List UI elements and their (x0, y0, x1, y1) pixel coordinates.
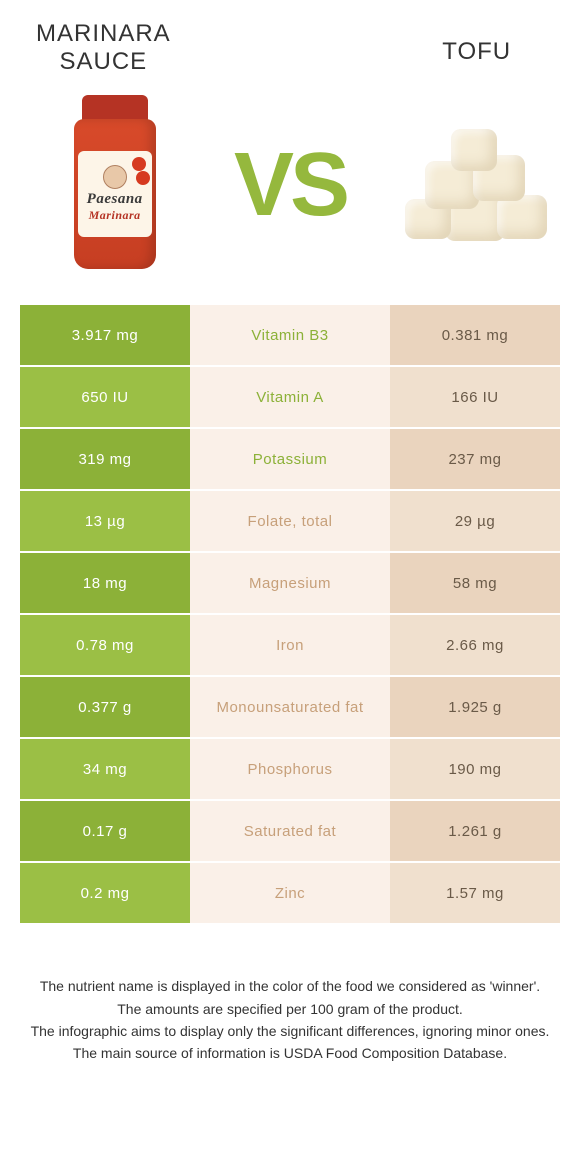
right-value: 58 mg (390, 553, 560, 613)
table-row: 13 µgFolate, total29 µg (20, 491, 560, 551)
jar-brand: Paesana (87, 191, 143, 208)
table-row: 3.917 mgVitamin B30.381 mg (20, 305, 560, 365)
nutrient-name: Magnesium (190, 553, 390, 613)
right-value: 2.66 mg (390, 615, 560, 675)
nutrient-name: Zinc (190, 863, 390, 923)
footer-line-2: The amounts are specified per 100 gram o… (30, 998, 550, 1020)
nutrient-name: Vitamin A (190, 367, 390, 427)
table-row: 0.78 mgIron2.66 mg (20, 615, 560, 675)
nutrient-name: Monounsaturated fat (190, 677, 390, 737)
left-value: 3.917 mg (20, 305, 190, 365)
nutrient-name: Folate, total (190, 491, 390, 551)
jar-illustration: Paesana Marinara (70, 95, 160, 275)
left-food-title: MARINARA SAUCE (10, 20, 197, 75)
table-row: 650 IUVitamin A166 IU (20, 367, 560, 427)
nutrient-name: Vitamin B3 (190, 305, 390, 365)
table-row: 0.377 gMonounsaturated fat1.925 g (20, 677, 560, 737)
nutrient-table: 3.917 mgVitamin B30.381 mg650 IUVitamin … (0, 305, 580, 923)
table-row: 319 mgPotassium237 mg (20, 429, 560, 489)
table-row: 18 mgMagnesium58 mg (20, 553, 560, 613)
left-value: 0.78 mg (20, 615, 190, 675)
right-food-image (395, 85, 535, 285)
left-value: 13 µg (20, 491, 190, 551)
right-value: 1.261 g (390, 801, 560, 861)
table-row: 34 mgPhosphorus190 mg (20, 739, 560, 799)
table-row: 0.2 mgZinc1.57 mg (20, 863, 560, 923)
left-food-image: Paesana Marinara (45, 85, 185, 285)
right-value: 1.57 mg (390, 863, 560, 923)
left-value: 319 mg (20, 429, 190, 489)
right-value: 0.381 mg (390, 305, 560, 365)
left-value: 0.17 g (20, 801, 190, 861)
right-value: 237 mg (390, 429, 560, 489)
left-value: 34 mg (20, 739, 190, 799)
tofu-illustration (395, 125, 535, 245)
footer-line-3: The infographic aims to display only the… (30, 1020, 550, 1042)
jar-variant: Marinara (89, 208, 141, 223)
left-value: 0.2 mg (20, 863, 190, 923)
right-value: 1.925 g (390, 677, 560, 737)
left-value: 650 IU (20, 367, 190, 427)
header: MARINARA SAUCE TOFU (0, 0, 580, 75)
nutrient-name: Saturated fat (190, 801, 390, 861)
right-value: 166 IU (390, 367, 560, 427)
right-value: 29 µg (390, 491, 560, 551)
nutrient-name: Phosphorus (190, 739, 390, 799)
images-row: Paesana Marinara VS (0, 75, 580, 305)
nutrient-name: Iron (190, 615, 390, 675)
nutrient-name: Potassium (190, 429, 390, 489)
left-value: 0.377 g (20, 677, 190, 737)
vs-label: VS (234, 134, 346, 237)
left-value: 18 mg (20, 553, 190, 613)
footer-line-1: The nutrient name is displayed in the co… (30, 975, 550, 997)
left-title-col: MARINARA SAUCE (10, 20, 197, 75)
right-food-title: TOFU (383, 38, 570, 66)
footer-notes: The nutrient name is displayed in the co… (0, 925, 580, 1065)
table-row: 0.17 gSaturated fat1.261 g (20, 801, 560, 861)
right-value: 190 mg (390, 739, 560, 799)
footer-line-4: The main source of information is USDA F… (30, 1042, 550, 1064)
right-title-col: TOFU (383, 20, 570, 66)
